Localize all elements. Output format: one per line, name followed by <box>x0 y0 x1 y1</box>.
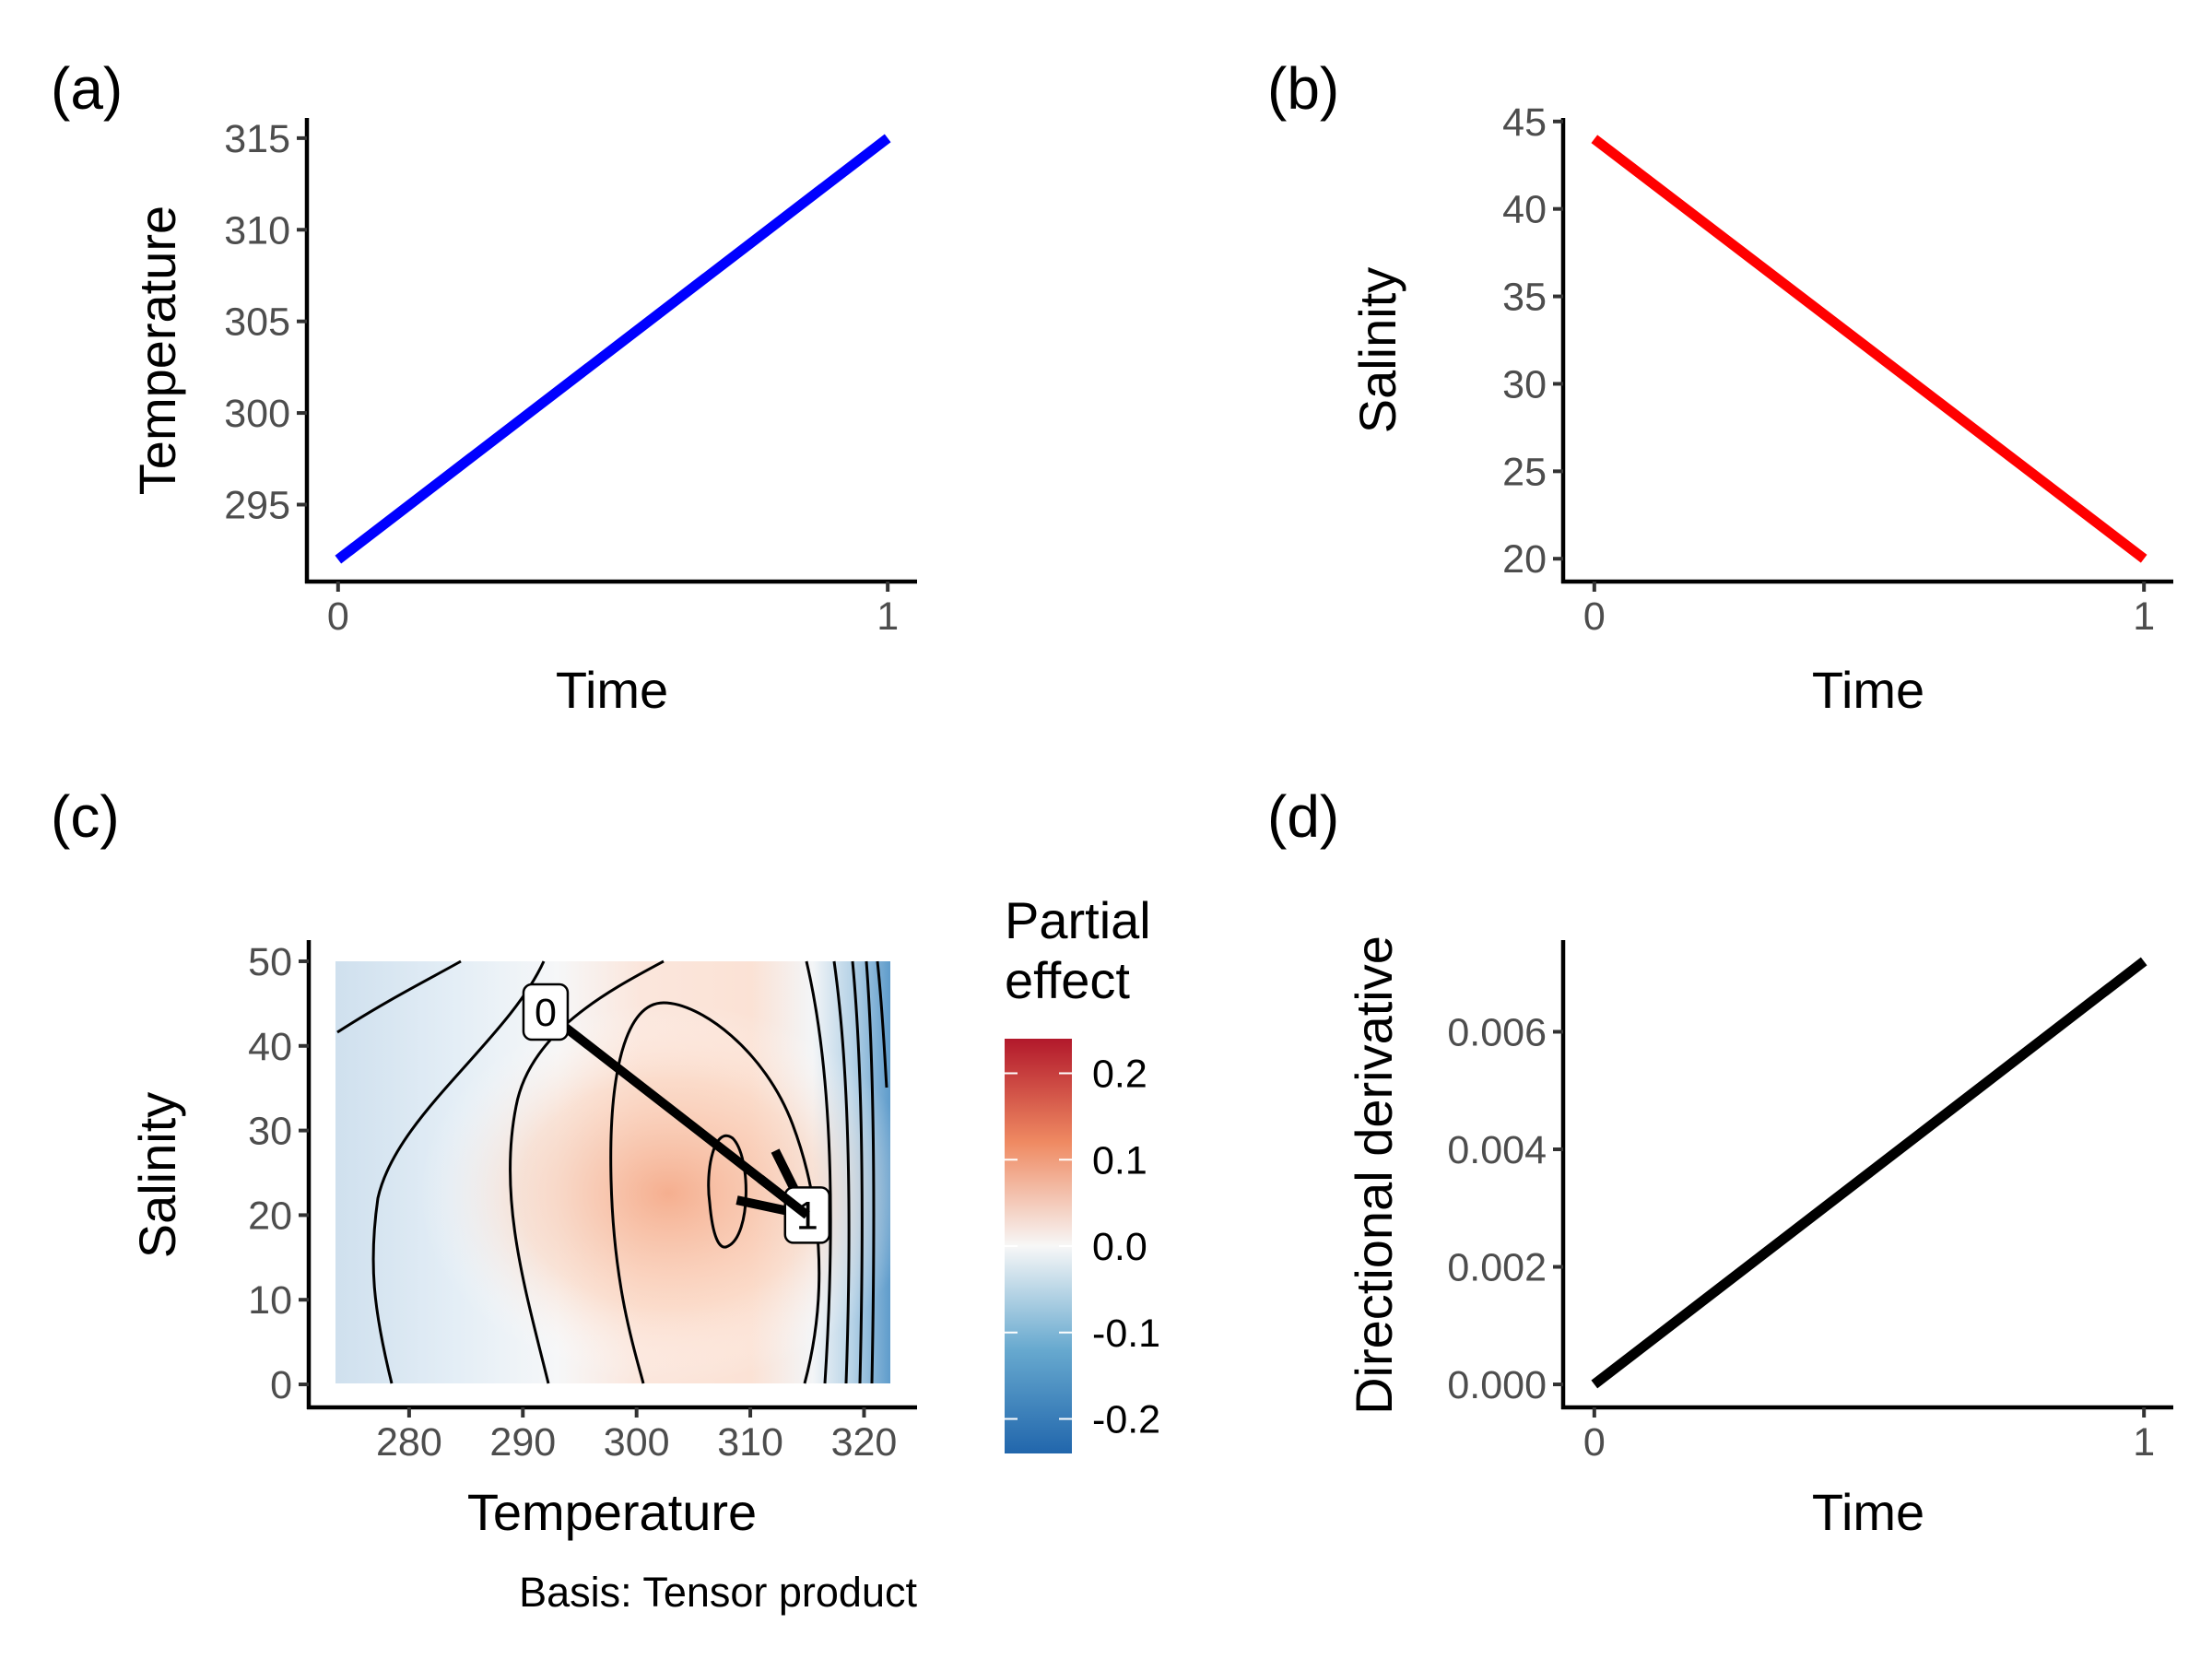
y-tick-label: 0.004 <box>1447 1128 1547 1172</box>
y-tick-label: 0 <box>270 1363 292 1407</box>
panel-a-chart: 295 300 305 310 315 0 1 Time Temperature <box>128 117 917 719</box>
y-axis-title: Salinity <box>1348 267 1406 434</box>
x-tick-label: 300 <box>604 1420 670 1465</box>
x-tick-label: 0 <box>327 594 349 639</box>
path-start-label-box <box>522 982 570 1041</box>
y-tick-label: 30 <box>248 1110 292 1154</box>
y-axis-title: Salinity <box>128 1092 186 1259</box>
x-tick-label: 280 <box>376 1420 442 1465</box>
y-tick-label: 40 <box>1502 188 1547 232</box>
series-line <box>1591 957 2147 1389</box>
panel-c-chart: 0 10 20 30 40 50 280 290 300 310 320 0 1 Temperatu… <box>128 891 1160 1616</box>
x-axis-title: Temperature <box>467 1483 757 1541</box>
basis-caption: Basis: Tensor product <box>519 1569 917 1616</box>
panel-d-chart: 0.000 0.002 0.004 0.006 0 1 Time Directional… <box>1345 935 2173 1541</box>
legend-tick-label: -0.1 <box>1092 1312 1160 1356</box>
x-tick-label: 1 <box>877 594 899 639</box>
y-tick-label: 305 <box>224 300 290 345</box>
x-tick-label: 320 <box>831 1420 898 1465</box>
y-tick-label: 35 <box>1502 276 1547 320</box>
y-tick-label: 0.006 <box>1447 1010 1547 1054</box>
path-start-label: 0 <box>535 991 557 1035</box>
x-tick-label: 310 <box>717 1420 783 1465</box>
x-axis-title: Time <box>556 661 668 719</box>
y-axis-title: Temperature <box>128 206 186 495</box>
y-tick-label: 25 <box>1502 450 1547 494</box>
x-tick-label: 0 <box>1583 594 1606 639</box>
panel-label-d: (d) <box>1267 783 1339 850</box>
y-tick-label: 40 <box>248 1025 292 1069</box>
y-tick-label: 45 <box>1502 100 1547 145</box>
y-tick-label: 30 <box>1502 362 1547 406</box>
legend-tick-label: 0.2 <box>1092 1053 1147 1097</box>
series-line <box>1591 135 2147 563</box>
legend-tick-label: 0.0 <box>1092 1225 1147 1269</box>
panel-label-c: (c) <box>51 783 120 850</box>
y-tick-label: 315 <box>224 117 290 161</box>
y-tick-label: 300 <box>224 392 290 436</box>
contour-lines <box>336 959 888 1384</box>
legend-tick-label: -0.2 <box>1092 1398 1160 1442</box>
series-line <box>335 134 891 564</box>
y-tick-label: 50 <box>248 940 292 984</box>
legend-title-line1: Partial <box>1005 891 1151 949</box>
legend: Partial effect 0.2 0.1 0.0 -0.1 -0.2 <box>1005 891 1160 1453</box>
y-tick-label: 0.000 <box>1447 1363 1547 1407</box>
path-end-label: 1 <box>796 1194 818 1238</box>
legend-tick-label: 0.1 <box>1092 1138 1147 1182</box>
x-tick-label: 1 <box>2133 594 2155 639</box>
y-tick-label: 0.002 <box>1447 1246 1547 1290</box>
x-axis-title: Time <box>1812 661 1924 719</box>
panel-label-b: (b) <box>1267 55 1339 122</box>
path-arrow-tip <box>757 1174 810 1219</box>
x-tick-label: 290 <box>489 1420 556 1465</box>
y-tick-label: 310 <box>224 208 290 253</box>
y-tick-label: 10 <box>248 1278 292 1323</box>
panel-b-chart: 20 25 30 35 40 45 0 1 Time Salinity <box>1348 100 2173 719</box>
heatmap-surface <box>335 961 890 1383</box>
x-tick-label: 1 <box>2133 1420 2155 1465</box>
y-tick-label: 20 <box>248 1194 292 1238</box>
legend-title-line2: effect <box>1005 951 1130 1009</box>
y-tick-label: 20 <box>1502 537 1547 582</box>
y-tick-label: 295 <box>224 483 290 527</box>
x-axis-title: Time <box>1812 1483 1924 1541</box>
y-axis-title: Directional derivative <box>1345 935 1403 1415</box>
panel-label-a: (a) <box>51 55 123 122</box>
x-tick-label: 0 <box>1583 1420 1606 1465</box>
